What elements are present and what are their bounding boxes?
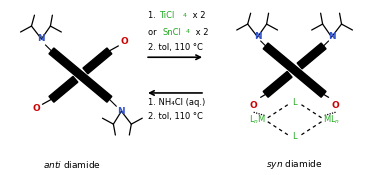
Text: O: O [32,104,40,113]
Text: x 2: x 2 [190,11,205,20]
Text: N: N [118,107,125,116]
Text: O: O [332,101,339,110]
Text: N: N [328,33,336,41]
Polygon shape [49,48,112,102]
Text: TiCl: TiCl [159,11,175,20]
Text: 1.: 1. [148,11,159,20]
Text: O: O [250,101,257,110]
Text: 2. tol, 110 °C: 2. tol, 110 °C [148,112,203,121]
Text: SnCl: SnCl [162,28,181,37]
Text: L: L [292,132,297,141]
Text: x 2: x 2 [193,28,208,37]
Text: $\it{syn}$ diamide: $\it{syn}$ diamide [267,158,323,171]
Text: 4: 4 [183,13,187,18]
Polygon shape [297,43,326,69]
Text: $\it{anti}$ diamide: $\it{anti}$ diamide [43,159,101,170]
Text: or: or [148,28,159,37]
Text: 2. tol, 110 °C: 2. tol, 110 °C [148,43,203,52]
Polygon shape [49,76,78,102]
Text: 1. NH₄Cl (aq.): 1. NH₄Cl (aq.) [148,98,205,107]
Text: N: N [38,34,45,43]
Polygon shape [83,48,112,74]
Polygon shape [263,71,292,97]
Text: N: N [254,33,261,41]
Text: O: O [121,37,128,46]
Polygon shape [263,43,326,97]
Text: ML$_n$: ML$_n$ [323,114,340,126]
Text: L$_n$M: L$_n$M [249,114,266,126]
Text: L: L [292,98,297,107]
Text: 4: 4 [186,29,190,34]
